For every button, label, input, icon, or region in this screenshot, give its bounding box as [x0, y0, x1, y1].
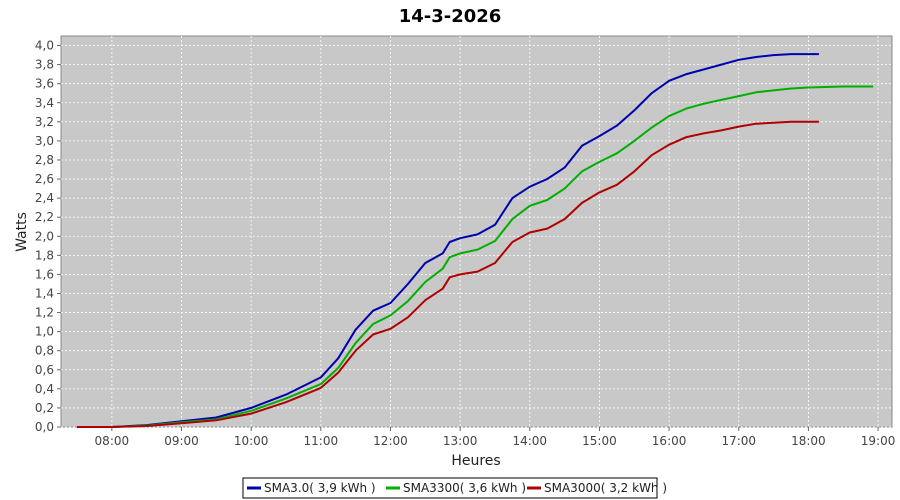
legend-box	[242, 477, 658, 499]
x-tick-label: 13:00	[443, 434, 478, 448]
x-tick-label: 19:00	[861, 434, 896, 448]
y-tick-label: 2,6	[35, 172, 54, 186]
plot-area	[60, 35, 893, 428]
x-tick-label: 16:00	[652, 434, 687, 448]
x-tick-label: 15:00	[582, 434, 617, 448]
x-tick-label: 09:00	[164, 434, 199, 448]
y-tick-label: 0,8	[35, 344, 54, 358]
series-line-3	[77, 120, 819, 428]
legend-label-2: SMA3300( 3,6 kWh )	[403, 481, 526, 495]
y-tick-label: 2,8	[35, 153, 54, 167]
y-tick-label: 3,4	[35, 96, 54, 110]
grid-lines	[61, 36, 892, 428]
y-tick-label: 2,2	[35, 210, 54, 224]
series-line-2	[77, 85, 874, 428]
y-tick-label: 1,6	[35, 267, 54, 281]
series-lines	[77, 53, 874, 428]
y-tick-label: 0,2	[35, 401, 54, 415]
y-tick-label: 3,2	[35, 115, 54, 129]
y-tick-label: 3,0	[35, 134, 54, 148]
y-tick-label: 3,6	[35, 77, 54, 91]
x-tick-label: 11:00	[304, 434, 339, 448]
y-axis: 0,0 0,2 0,4 0,6 0,8 1,0 1,2 1,4 1,6 1,8 2,0 2,2 2,4 2…	[35, 39, 61, 434]
x-tick-label: 14:00	[512, 434, 547, 448]
x-tick-label: 18:00	[791, 434, 826, 448]
y-tick-label: 0,4	[35, 382, 54, 396]
y-tick-label: 2,0	[35, 229, 54, 243]
x-axis-label: Heures	[451, 453, 500, 469]
legend-label-1: SMA3.0( 3,9 kWh )	[264, 481, 376, 495]
y-tick-label: 2,4	[35, 191, 54, 205]
y-tick-label: 0,6	[35, 363, 54, 377]
y-tick-label: 4,0	[35, 39, 54, 53]
y-axis-label: Watts	[14, 212, 30, 252]
x-tick-label: 08:00	[95, 434, 130, 448]
y-tick-label: 0,0	[35, 420, 54, 434]
legend: SMA3.0( 3,9 kWh ) SMA3300( 3,6 kWh ) SMA30…	[242, 477, 667, 499]
x-axis: 08:00 09:00 10:00 11:00 12:00 13:00 14:00 15:00…	[95, 427, 896, 448]
y-tick-label: 1,4	[35, 286, 54, 300]
y-tick-label: 1,2	[35, 306, 54, 320]
legend-label-3: SMA3000( 3,2 kWh )	[544, 481, 667, 495]
y-tick-label: 1,8	[35, 248, 54, 262]
series-line-1	[77, 53, 819, 428]
x-tick-label: 10:00	[234, 434, 269, 448]
chart-title: 14-3-2026	[399, 6, 502, 27]
y-tick-label: 3,8	[35, 58, 54, 72]
x-tick-label: 17:00	[721, 434, 756, 448]
x-tick-label: 12:00	[373, 434, 408, 448]
y-tick-label: 1,0	[35, 325, 54, 339]
